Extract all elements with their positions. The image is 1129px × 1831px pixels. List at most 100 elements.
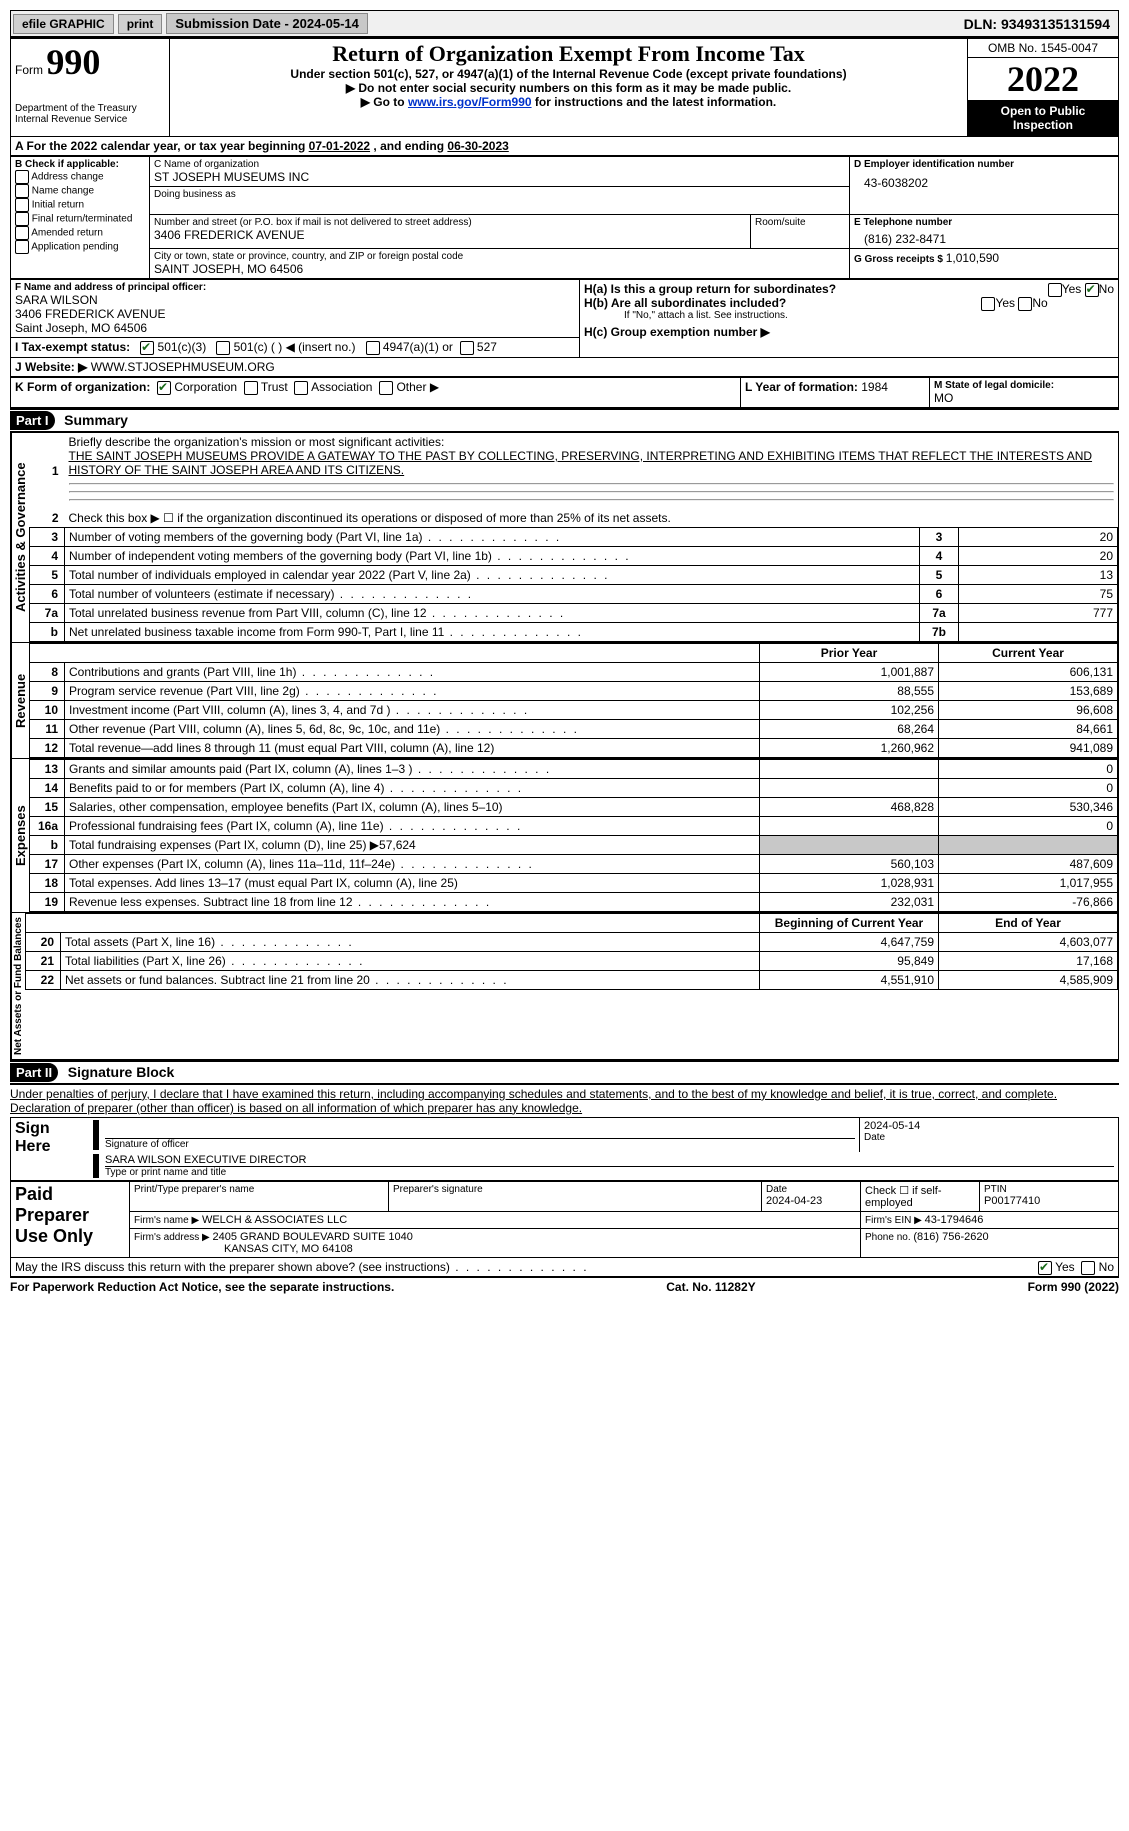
check-hb-yes[interactable]: [981, 297, 995, 311]
line22-desc: Net assets or fund balances. Subtract li…: [61, 970, 760, 989]
line6-desc: Total number of volunteers (estimate if …: [65, 584, 920, 603]
line6-box: 6: [920, 584, 959, 603]
check-527[interactable]: [460, 341, 474, 355]
section-j-label: J Website: ▶: [15, 360, 91, 374]
opt-4947: 4947(a)(1) or: [383, 340, 453, 354]
submission-label: Submission Date -: [175, 16, 292, 31]
h-b: H(b) Are all subordinates included? Yes …: [584, 296, 1114, 310]
irs-link[interactable]: www.irs.gov/Form990: [408, 95, 532, 109]
col-boc: Beginning of Current Year: [760, 913, 939, 932]
paid-preparer-label: Paid Preparer Use Only: [11, 1181, 130, 1257]
line12-prior: 1,260,962: [760, 738, 939, 757]
discuss-text: May the IRS discuss this return with the…: [15, 1260, 589, 1274]
yes-label-2: Yes: [995, 296, 1015, 310]
line18-desc: Total expenses. Add lines 13–17 (must eq…: [65, 873, 760, 892]
line18-current: 1,017,955: [939, 873, 1118, 892]
check-pending[interactable]: [15, 240, 29, 254]
form-word: Form: [15, 63, 43, 77]
preparer-date: 2024-04-23: [766, 1195, 856, 1207]
sig-date-label: Date: [864, 1132, 1114, 1143]
line-a-mid: , and ending: [373, 139, 447, 153]
print-button[interactable]: print: [118, 14, 163, 34]
h-c-label: H(c) Group exemption number ▶: [584, 325, 770, 339]
officer-name-label: Type or print name and title: [105, 1167, 1114, 1178]
check-final[interactable]: [15, 212, 29, 226]
line1-prompt: Briefly describe the organization's miss…: [69, 435, 445, 449]
check-discuss-no[interactable]: [1081, 1261, 1095, 1275]
check-hb-no[interactable]: [1018, 297, 1032, 311]
officer-printed-name: SARA WILSON EXECUTIVE DIRECTOR: [105, 1154, 1114, 1167]
footer-left: For Paperwork Reduction Act Notice, see …: [10, 1280, 394, 1294]
klm-block: K Form of organization: Corporation Trus…: [10, 377, 1119, 408]
officer-addr1: 3406 FREDERICK AVENUE: [15, 307, 575, 321]
yes-label: Yes: [1062, 282, 1082, 296]
check-501c[interactable]: [216, 341, 230, 355]
no-label-2: No: [1032, 296, 1047, 310]
preparer-name-label: Print/Type preparer's name: [134, 1184, 384, 1195]
mission-text: THE SAINT JOSEPH MUSEUMS PROVIDE A GATEW…: [69, 449, 1093, 477]
part-1-bar: Part I Summary: [10, 408, 1119, 433]
tax-year-end: 06-30-2023: [447, 139, 508, 153]
section-m-label: M State of legal domicile:: [934, 380, 1114, 391]
line12-current: 941,089: [939, 738, 1118, 757]
h-b-label: H(b) Are all subordinates included?: [584, 296, 786, 310]
firm-ein: 43-1794646: [925, 1214, 984, 1226]
check-initial[interactable]: [15, 198, 29, 212]
line8-desc: Contributions and grants (Part VIII, lin…: [65, 662, 760, 681]
tax-year: 2022: [968, 58, 1118, 100]
line21-desc: Total liabilities (Part X, line 26): [61, 951, 760, 970]
h-b-note: If "No," attach a list. See instructions…: [584, 310, 1114, 321]
dba-label: Doing business as: [154, 189, 845, 200]
line12-desc: Total revenue—add lines 8 through 11 (mu…: [65, 738, 760, 757]
check-amended[interactable]: [15, 226, 29, 240]
line20-prior: 4,647,759: [760, 932, 939, 951]
opt-amended: Amended return: [31, 228, 103, 239]
section-f-label: F Name and address of principal officer:: [15, 282, 575, 293]
goto-suffix: for instructions and the latest informat…: [535, 95, 776, 109]
check-association[interactable]: [294, 381, 308, 395]
section-e-label: E Telephone number: [854, 217, 1114, 228]
subtitle-3: ▶ Go to www.irs.gov/Form990 for instruct…: [174, 95, 963, 109]
firm-addr2: KANSAS CITY, MO 64108: [134, 1243, 353, 1255]
check-discuss-yes[interactable]: [1038, 1261, 1052, 1275]
check-name-change[interactable]: [15, 184, 29, 198]
year-formation: 1984: [861, 380, 888, 394]
check-501c3[interactable]: [140, 341, 154, 355]
line3-value: 20: [959, 527, 1118, 546]
line4-desc: Number of independent voting members of …: [65, 546, 920, 565]
line5-desc: Total number of individuals employed in …: [65, 565, 920, 584]
line7a-box: 7a: [920, 603, 959, 622]
line22-current: 4,585,909: [939, 970, 1118, 989]
firm-phone: (816) 756-2620: [913, 1231, 988, 1243]
check-ha-no[interactable]: [1085, 283, 1099, 297]
officer-name: SARA WILSON: [15, 293, 575, 307]
line8-prior: 1,001,887: [760, 662, 939, 681]
no-label: No: [1099, 282, 1114, 296]
paid-preparer-block: Paid Preparer Use Only Print/Type prepar…: [10, 1181, 1119, 1258]
check-corporation[interactable]: [157, 381, 171, 395]
line9-desc: Program service revenue (Part VIII, line…: [65, 681, 760, 700]
sig-officer-label: Signature of officer: [105, 1139, 855, 1150]
entity-block: B Check if applicable: Address change Na…: [10, 156, 1119, 279]
check-address-change[interactable]: [15, 170, 29, 184]
check-ha-yes[interactable]: [1048, 283, 1062, 297]
check-4947[interactable]: [366, 341, 380, 355]
line18-prior: 1,028,931: [760, 873, 939, 892]
officer-addr2: Saint Joseph, MO 64506: [15, 321, 575, 335]
line4-box: 4: [920, 546, 959, 565]
firm-name: WELCH & ASSOCIATES LLC: [202, 1214, 347, 1226]
line17-current: 487,609: [939, 854, 1118, 873]
line10-prior: 102,256: [760, 700, 939, 719]
footer-right: Form 990 (2022): [1028, 1280, 1119, 1294]
state-domicile: MO: [934, 391, 1114, 405]
side-net-assets: Net Assets or Fund Balances: [11, 913, 25, 1059]
line7b-box: 7b: [920, 622, 959, 641]
firm-ein-label: Firm's EIN ▶: [865, 1215, 925, 1226]
line10-desc: Investment income (Part VIII, column (A)…: [65, 700, 760, 719]
line22-prior: 4,551,910: [760, 970, 939, 989]
line15-desc: Salaries, other compensation, employee b…: [65, 797, 760, 816]
check-other[interactable]: [379, 381, 393, 395]
dept-treasury: Department of the Treasury: [15, 103, 165, 114]
line10-current: 96,608: [939, 700, 1118, 719]
check-trust[interactable]: [244, 381, 258, 395]
